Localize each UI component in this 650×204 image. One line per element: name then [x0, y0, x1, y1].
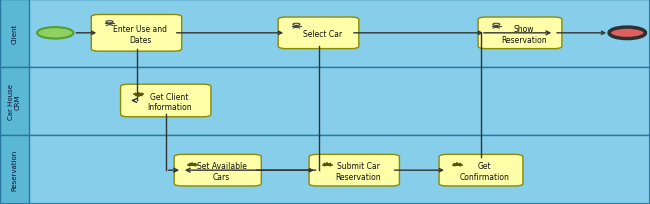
Text: Submit Car
Reservation: Submit Car Reservation: [335, 162, 381, 181]
FancyBboxPatch shape: [478, 18, 562, 49]
Circle shape: [137, 94, 140, 95]
Text: Client: Client: [12, 24, 18, 44]
Bar: [0, 0, 650, 67]
FancyBboxPatch shape: [121, 85, 211, 117]
Text: Car House
CRM: Car House CRM: [8, 84, 21, 119]
FancyBboxPatch shape: [174, 155, 261, 186]
Text: Show
Reservation: Show Reservation: [501, 25, 547, 44]
Circle shape: [191, 164, 194, 165]
Circle shape: [326, 164, 329, 165]
Text: Get
Confirmation: Get Confirmation: [460, 162, 510, 181]
Bar: [0, 67, 650, 136]
Circle shape: [609, 28, 645, 39]
FancyBboxPatch shape: [278, 18, 359, 49]
Text: Set Available
Cars: Set Available Cars: [197, 162, 246, 181]
Text: Get Client
Information: Get Client Information: [148, 92, 192, 112]
Bar: [0, 136, 29, 204]
FancyBboxPatch shape: [439, 155, 523, 186]
FancyBboxPatch shape: [91, 16, 181, 52]
Bar: [0, 0, 29, 67]
Circle shape: [37, 28, 73, 39]
Circle shape: [456, 164, 459, 165]
Bar: [0, 136, 650, 204]
Text: Reservation: Reservation: [12, 149, 18, 190]
FancyBboxPatch shape: [309, 155, 399, 186]
Text: Enter Use and
Dates: Enter Use and Dates: [113, 25, 168, 44]
Bar: [0, 67, 29, 136]
Text: Select Car: Select Car: [303, 30, 342, 39]
